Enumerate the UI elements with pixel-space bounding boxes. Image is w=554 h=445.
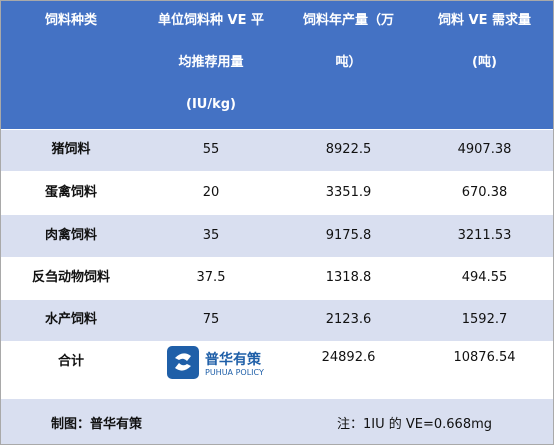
table-row (1, 299, 553, 341)
header-text: 饲料 VE 需求量 (438, 13, 531, 28)
table-cell: 9175.8 (325, 228, 372, 243)
table-cell: 2123.6 (325, 312, 372, 327)
table-cell: 4907.38 (457, 142, 512, 157)
table-cell: 3211.53 (457, 228, 512, 243)
note: 注：1IU 的 VE=0.668mg (337, 417, 493, 432)
header-text: 饲料种类 (44, 13, 97, 28)
table-row (1, 257, 553, 299)
total-row (1, 341, 553, 398)
header-cell: 饲料种类 (1, 1, 141, 129)
header-text: (吨) (472, 55, 497, 70)
table-cell: 1592.7 (461, 312, 508, 327)
table-cell: 猪饲料 (51, 142, 91, 157)
footer-row (1, 398, 553, 444)
credit: 制图：普华有策 (51, 417, 143, 432)
table-cell: 8922.5 (325, 142, 372, 157)
table-row (1, 129, 553, 171)
table-row (1, 214, 553, 257)
total-cell: 合计 (57, 354, 84, 369)
header-text: 吨） (335, 55, 362, 70)
header-cell: 单位饲料种 VE 平均推荐用量 (IU/kg) (141, 1, 281, 129)
logo-subtitle: PUHUA POLICY (205, 368, 264, 377)
logo-name: 普华有策 (205, 352, 261, 368)
table-cell: 蛋禽饲料 (44, 185, 97, 200)
table-cell: 670.38 (461, 185, 508, 200)
total-cell: 10876.54 (453, 350, 516, 365)
table-cell: 37.5 (196, 270, 226, 285)
header-text: 饲料年产量（万 (302, 13, 394, 28)
table-cell: 3351.9 (325, 185, 372, 200)
table-cell: 35 (202, 228, 220, 243)
table-cell: 1318.8 (325, 270, 372, 285)
table-cell: 反刍动物饲料 (31, 270, 110, 285)
table-cell: 494.55 (461, 270, 508, 285)
total-cell: 24892.6 (321, 350, 376, 365)
logo-square (167, 346, 199, 379)
table-row (1, 171, 553, 214)
header-text: 单位饲料种 VE 平 (158, 13, 264, 28)
logo-mark (175, 353, 191, 371)
header-cell: 饲料年产量（万 吨） (281, 1, 416, 129)
table-cell: 55 (202, 142, 220, 157)
table-cell: 20 (202, 185, 220, 200)
table-cell: 75 (202, 312, 220, 327)
logo-icon (167, 346, 199, 379)
header-cell: 饲料 VE 需求量 (吨) (416, 1, 553, 129)
header-text: (IU/kg) (186, 97, 236, 112)
header-text: 均推荐用量 (178, 55, 244, 70)
table-cell: 水产饲料 (44, 312, 97, 327)
table-cell: 肉禽饲料 (44, 228, 97, 243)
